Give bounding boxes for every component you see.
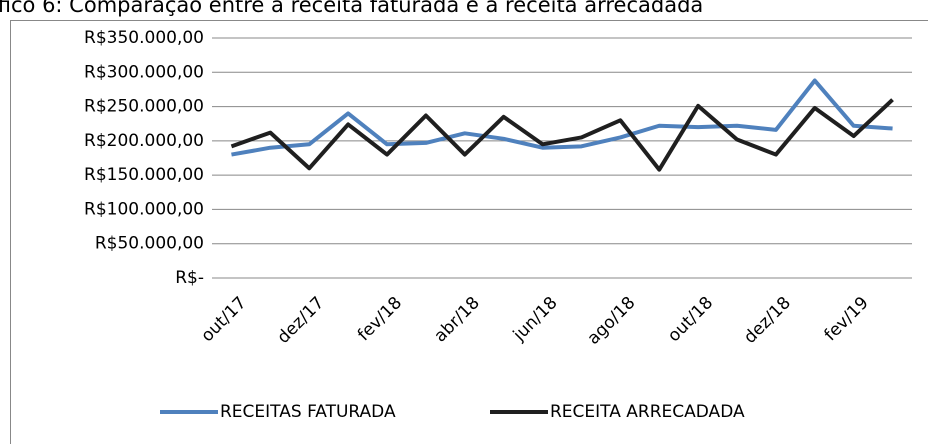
chart-border xyxy=(11,21,928,445)
x-tick-label: fev/18 xyxy=(354,293,406,345)
x-tick-label: fev/19 xyxy=(821,293,873,345)
x-tick-label: out/17 xyxy=(197,293,250,346)
y-tick-label: R$250.000,00 xyxy=(84,97,204,117)
y-tick-label: R$350.000,00 xyxy=(84,28,204,48)
y-tick-label: R$- xyxy=(175,268,204,288)
legend-label: RECEITA ARRECADADA xyxy=(550,402,745,422)
x-tick-label: dez/17 xyxy=(273,293,328,348)
y-tick-label: R$150.000,00 xyxy=(84,165,204,185)
x-tick-label: ago/18 xyxy=(584,293,640,349)
chart-title: Gráfico 6: Comparação entre a receita fa… xyxy=(0,0,703,17)
y-tick-label: R$50.000,00 xyxy=(95,234,204,254)
x-tick-label: jun/18 xyxy=(509,293,562,346)
x-tick-label: abr/18 xyxy=(430,293,483,346)
y-tick-label: R$300.000,00 xyxy=(84,62,204,82)
x-tick-label: dez/18 xyxy=(740,293,795,348)
x-tick-label: out/18 xyxy=(664,293,717,346)
legend-label: RECEITAS FATURADA xyxy=(220,402,396,422)
y-tick-label: R$200.000,00 xyxy=(84,131,204,151)
y-tick-label: R$100.000,00 xyxy=(84,199,204,219)
